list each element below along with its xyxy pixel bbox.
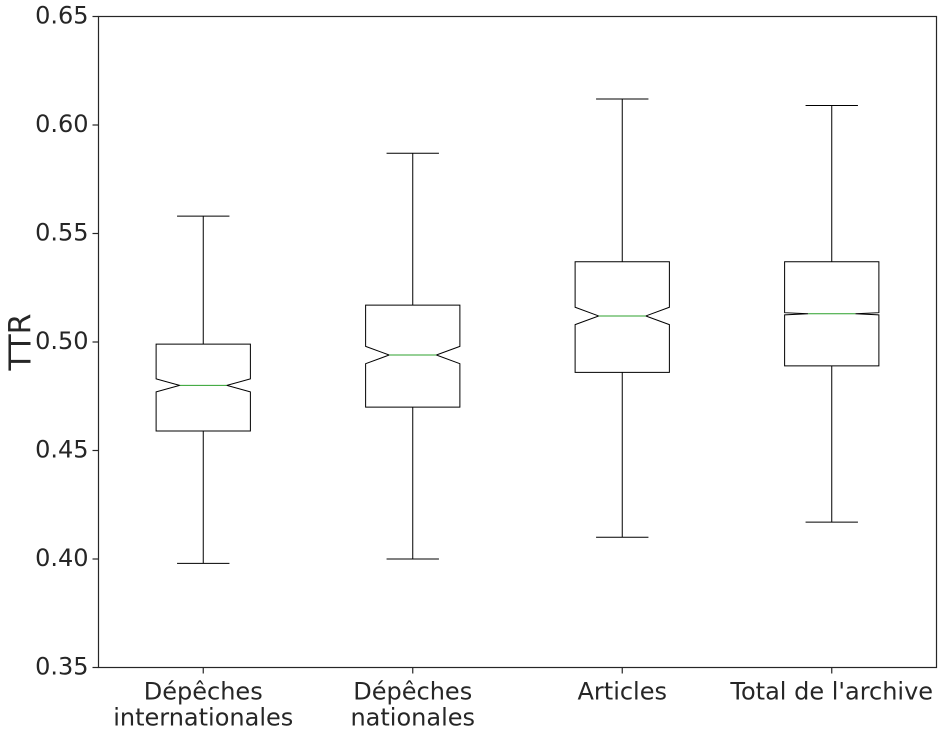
y-tick-label: 0.65 <box>35 2 88 30</box>
y-tick-label: 0.60 <box>35 110 88 138</box>
box <box>365 304 461 408</box>
x-tick-label: Dépêches internationales <box>113 678 293 732</box>
box <box>784 261 880 367</box>
y-axis-label: TTR <box>4 314 39 372</box>
x-tick-label: Dépêches nationales <box>350 678 475 732</box>
y-tick-label: 0.40 <box>35 544 88 572</box>
y-tick-label: 0.55 <box>35 219 88 247</box>
x-tick-label: Total de l'archive <box>729 678 933 706</box>
y-tick-label: 0.50 <box>35 327 88 355</box>
box <box>155 343 251 432</box>
y-tick-label: 0.35 <box>35 653 88 681</box>
box <box>574 261 670 373</box>
y-tick-label: 0.45 <box>35 436 88 464</box>
plot-frame <box>97 15 938 669</box>
x-tick-label: Articles <box>578 678 668 706</box>
